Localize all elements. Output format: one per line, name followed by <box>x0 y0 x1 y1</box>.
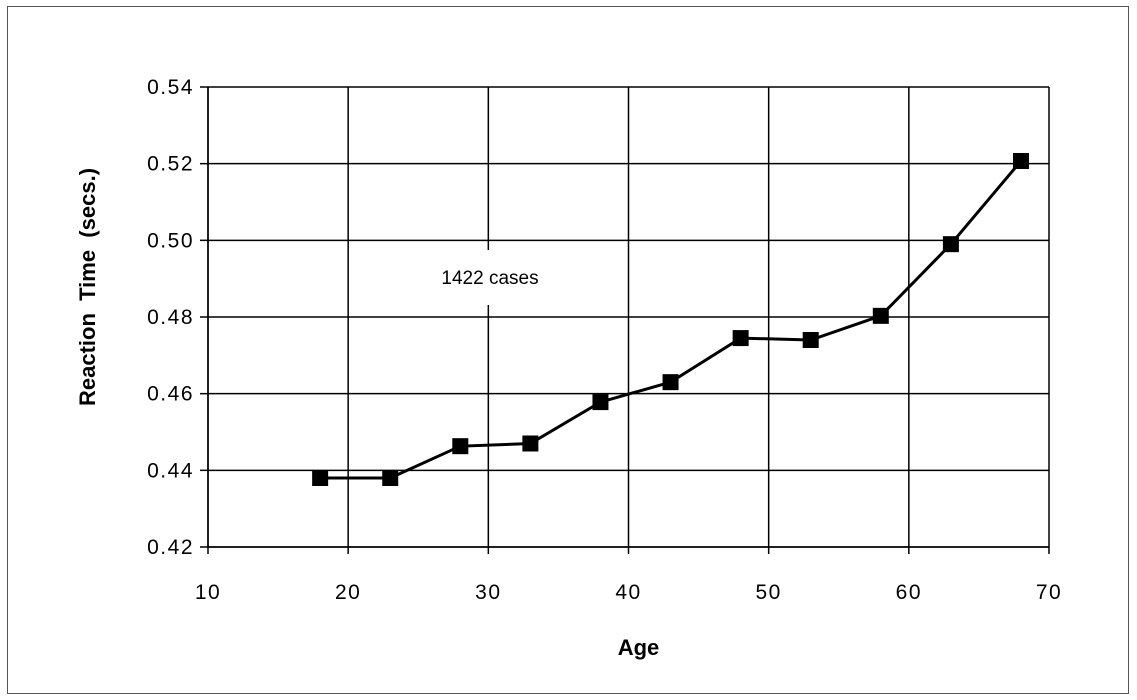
series-group <box>312 152 1029 486</box>
y-tick-label: 0.50 <box>147 229 194 252</box>
data-point-marker <box>592 394 609 411</box>
x-tick-label: 10 <box>195 581 221 604</box>
data-point-marker <box>942 236 959 253</box>
y-tick-labels: 0.42 0.44 0.46 0.48 0.50 0.52 0.54 <box>147 76 194 559</box>
y-tick-label: 0.46 <box>147 383 194 406</box>
data-point-marker <box>662 374 679 391</box>
x-tick-labels: 10 20 30 40 50 60 70 <box>195 581 1062 604</box>
data-point-marker <box>312 470 329 486</box>
x-tick-label: 70 <box>1036 581 1062 604</box>
data-point-marker <box>382 470 399 486</box>
y-tick-label: 0.54 <box>147 76 194 99</box>
y-tick-label: 0.44 <box>147 459 194 482</box>
x-tick-label: 30 <box>475 581 501 604</box>
x-tick-label: 50 <box>755 581 781 604</box>
y-axis-label: Reaction Time (secs.) <box>75 168 100 406</box>
y-tick-label: 0.42 <box>147 536 194 559</box>
data-point-marker <box>872 307 889 324</box>
data-point-marker <box>522 435 539 452</box>
data-point-marker <box>1012 152 1029 169</box>
x-tick-label: 60 <box>896 581 922 604</box>
x-tick-label: 20 <box>335 581 361 604</box>
annotation-text: 1422 cases <box>441 268 538 289</box>
y-tick-label: 0.48 <box>147 306 194 329</box>
series-line <box>320 160 1023 480</box>
data-point-marker <box>452 438 469 455</box>
data-point-marker <box>732 330 749 347</box>
y-tick-label: 0.52 <box>147 153 194 176</box>
chart-frame <box>7 6 1129 694</box>
data-point-marker <box>802 332 819 348</box>
x-axis-label: Age <box>618 635 660 660</box>
x-tick-label: 40 <box>615 581 641 604</box>
axes <box>200 86 1050 554</box>
annotation-background <box>416 250 566 305</box>
